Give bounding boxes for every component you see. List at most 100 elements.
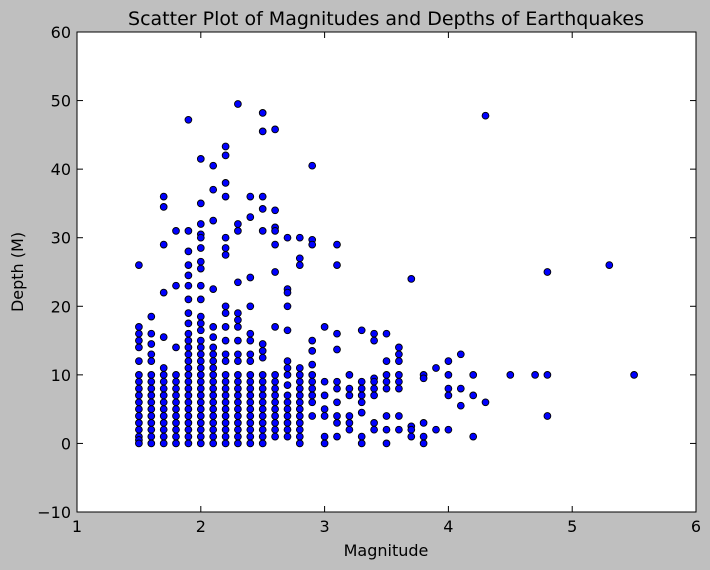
data-point xyxy=(481,111,490,120)
data-point xyxy=(246,377,255,386)
data-point xyxy=(395,350,403,359)
data-point xyxy=(184,364,193,372)
data-point xyxy=(370,419,378,427)
data-point xyxy=(196,439,205,448)
data-point xyxy=(172,281,180,290)
data-point xyxy=(196,384,205,393)
data-point xyxy=(196,199,205,208)
data-point xyxy=(345,425,354,434)
data-point xyxy=(258,432,267,441)
data-point xyxy=(382,329,391,338)
data-point xyxy=(221,233,230,242)
data-point xyxy=(196,398,205,407)
data-point xyxy=(221,251,230,259)
data-point xyxy=(382,357,391,365)
data-point xyxy=(258,439,267,448)
data-point xyxy=(630,371,638,379)
data-point xyxy=(283,412,292,420)
data-point xyxy=(333,240,341,249)
data-point xyxy=(196,312,205,321)
data-point xyxy=(184,412,193,420)
data-point xyxy=(246,336,255,345)
data-point xyxy=(246,419,255,427)
data-point xyxy=(395,371,403,379)
data-point xyxy=(283,364,292,372)
data-point xyxy=(209,161,218,170)
data-point xyxy=(209,391,218,400)
data-point xyxy=(333,419,341,427)
data-point xyxy=(209,285,218,293)
data-point xyxy=(481,398,490,407)
data-point xyxy=(395,412,403,420)
data-point xyxy=(246,192,255,201)
data-point xyxy=(345,371,354,379)
data-point xyxy=(147,340,156,348)
data-point xyxy=(172,432,180,441)
data-point xyxy=(370,329,378,338)
data-point xyxy=(196,405,205,413)
data-point xyxy=(159,240,168,249)
data-point xyxy=(320,391,329,400)
data-point xyxy=(147,398,156,407)
data-point xyxy=(271,432,279,441)
data-point xyxy=(271,227,279,235)
data-point xyxy=(370,336,378,345)
data-point xyxy=(407,432,416,441)
data-point xyxy=(196,220,205,228)
data-point xyxy=(234,405,242,413)
data-point xyxy=(543,268,552,276)
y-tick-label: 20 xyxy=(51,297,71,316)
data-point xyxy=(357,398,366,407)
x-tick-label: 2 xyxy=(196,517,206,536)
data-point xyxy=(345,384,354,393)
data-point xyxy=(159,364,168,372)
data-point xyxy=(209,350,218,359)
data-point xyxy=(147,357,156,365)
data-point xyxy=(196,377,205,386)
data-point xyxy=(209,357,218,365)
data-point xyxy=(159,371,168,379)
data-point xyxy=(246,425,255,434)
data-point xyxy=(184,391,193,400)
data-point xyxy=(531,371,539,379)
data-point xyxy=(258,353,267,362)
data-point xyxy=(345,412,354,420)
data-point xyxy=(221,179,230,187)
data-point xyxy=(271,398,279,407)
data-point xyxy=(295,412,304,420)
data-point xyxy=(320,323,329,331)
data-point xyxy=(333,345,341,354)
data-point xyxy=(196,336,205,345)
points-layer xyxy=(135,100,638,448)
data-point xyxy=(209,425,218,434)
data-point xyxy=(184,371,193,379)
data-point xyxy=(456,401,465,410)
data-point xyxy=(234,432,242,441)
data-point xyxy=(308,161,317,170)
data-point xyxy=(258,127,267,136)
data-point xyxy=(382,377,391,386)
data-point xyxy=(159,192,168,201)
data-point xyxy=(543,371,552,379)
data-point xyxy=(333,261,341,269)
data-point xyxy=(196,233,205,242)
data-point xyxy=(432,425,440,434)
data-point xyxy=(271,268,279,276)
data-point xyxy=(258,371,267,379)
data-point xyxy=(221,336,230,345)
data-point xyxy=(295,233,304,242)
data-point xyxy=(382,384,391,393)
data-point xyxy=(135,419,143,427)
data-point xyxy=(147,412,156,420)
chart-title: Scatter Plot of Magnitudes and Depths of… xyxy=(128,8,644,30)
data-point xyxy=(258,109,267,117)
data-point xyxy=(184,309,193,317)
data-point xyxy=(395,377,403,386)
data-point xyxy=(159,432,168,441)
data-point xyxy=(172,343,180,352)
data-point xyxy=(271,412,279,420)
data-point xyxy=(159,439,168,448)
data-point xyxy=(246,405,255,413)
data-point xyxy=(209,377,218,386)
data-point xyxy=(295,419,304,427)
